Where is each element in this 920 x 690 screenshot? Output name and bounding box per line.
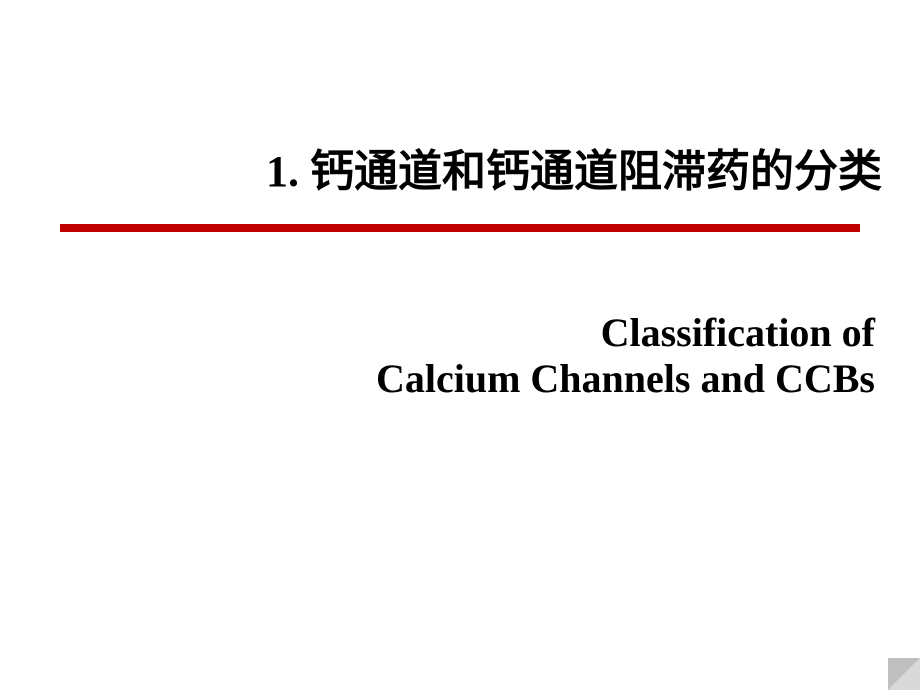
slide-container: 1. 钙通道和钙通道阻滞药的分类 Classification of Calci… (0, 0, 920, 690)
corner-fold-decoration (888, 658, 920, 690)
slide-title: 1. 钙通道和钙通道阻滞药的分类 (0, 135, 882, 199)
subtitle-line-1: Classification of (0, 310, 875, 356)
slide-subtitle: Classification of Calcium Channels and C… (0, 310, 875, 402)
title-number: 1. (266, 147, 299, 196)
title-text-chinese: 钙通道和钙通道阻滞药的分类 (310, 147, 882, 196)
title-divider (60, 224, 860, 232)
subtitle-line-2: Calcium Channels and CCBs (0, 356, 875, 402)
